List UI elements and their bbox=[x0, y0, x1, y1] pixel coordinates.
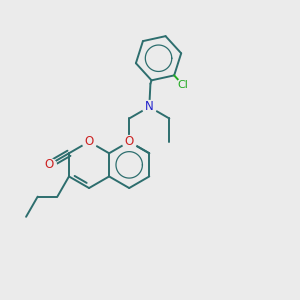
Text: O: O bbox=[44, 158, 53, 171]
Text: O: O bbox=[124, 135, 134, 148]
Text: N: N bbox=[145, 100, 154, 113]
Text: O: O bbox=[84, 135, 94, 148]
Text: Cl: Cl bbox=[177, 80, 188, 90]
